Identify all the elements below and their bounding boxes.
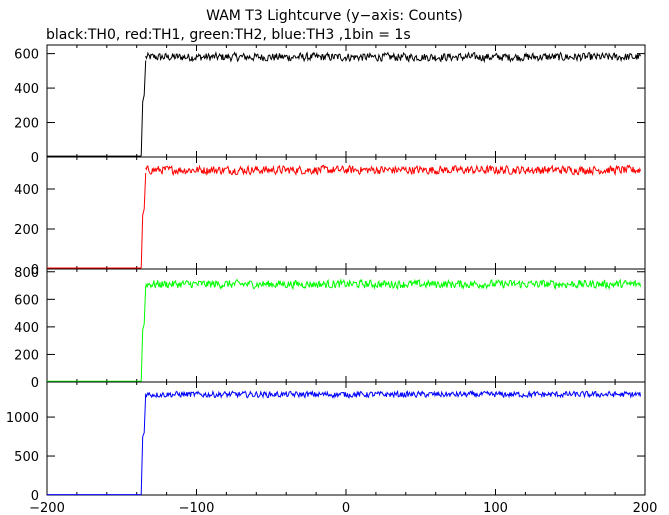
panel-th1: 0 200 400 bbox=[14, 156, 646, 278]
y-tick-label: 800 bbox=[14, 266, 39, 281]
series-line-th1 bbox=[47, 164, 641, 269]
panel-frame bbox=[46, 156, 646, 270]
y-tick-label: 0 bbox=[31, 263, 39, 278]
y-tick-label: 400 bbox=[14, 82, 39, 97]
x-tick-label: −200 bbox=[29, 501, 65, 515]
series-line-th2 bbox=[47, 278, 641, 382]
y-tick-label: 200 bbox=[14, 223, 39, 238]
x-tick-label: 0 bbox=[342, 501, 350, 515]
panel-frame bbox=[46, 381, 646, 496]
y-tick-label: 400 bbox=[14, 183, 39, 198]
x-tick-label: 100 bbox=[483, 501, 508, 515]
y-tick-label: 0 bbox=[31, 376, 39, 391]
panel-th0: 0 200 400 600 bbox=[14, 44, 646, 166]
y-tick-label: 1000 bbox=[6, 411, 39, 426]
y-tick-label: 0 bbox=[31, 151, 39, 166]
y-tick-label: 200 bbox=[14, 348, 39, 363]
series-line-th3 bbox=[47, 389, 641, 496]
series-line-th0 bbox=[47, 50, 641, 157]
x-tick-label: −100 bbox=[179, 501, 215, 515]
chart-title: WAM T3 Lightcurve (y−axis: Counts) bbox=[206, 8, 463, 24]
panel-th3: 0 500 1000 bbox=[6, 381, 646, 504]
panel-frame bbox=[46, 44, 646, 158]
y-tick-label: 400 bbox=[14, 321, 39, 336]
y-tick-label: 0 bbox=[31, 489, 39, 504]
x-tick-label: 200 bbox=[633, 501, 658, 515]
y-tick-label: 500 bbox=[14, 450, 39, 465]
y-tick-label: 200 bbox=[14, 117, 39, 132]
y-tick-label: 600 bbox=[14, 48, 39, 63]
chart-subtitle: black:TH0, red:TH1, green:TH2, blue:TH3 … bbox=[46, 27, 411, 43]
y-tick-label: 600 bbox=[14, 293, 39, 308]
panel-th2: 0 200 400 600 800 bbox=[14, 266, 646, 391]
